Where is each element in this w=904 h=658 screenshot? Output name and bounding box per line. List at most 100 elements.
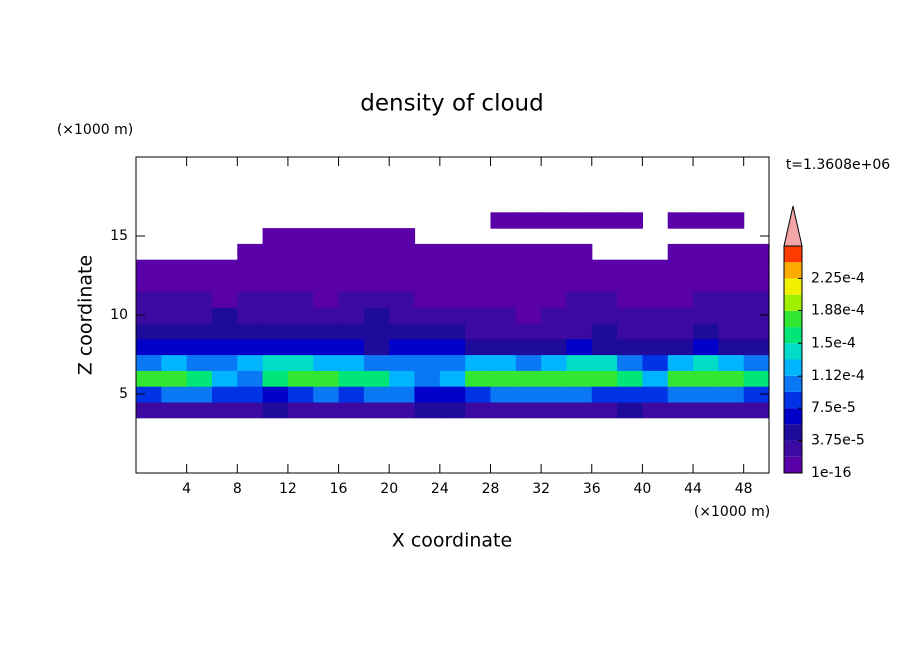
contour-cell (262, 291, 289, 308)
contour-cell (211, 354, 238, 371)
contour-cell (389, 386, 416, 403)
contour-cell (718, 291, 745, 308)
contour-cell (642, 386, 669, 403)
contour-cell (743, 401, 770, 419)
contour-cell (237, 386, 264, 403)
contour-cell (667, 401, 694, 419)
contour-cell (136, 370, 162, 387)
contour-cell (389, 338, 416, 356)
contour-cell (591, 291, 618, 308)
contour-cell (338, 338, 365, 356)
contour-cell (414, 386, 441, 403)
contour-cell (389, 275, 416, 292)
y-tick-label: 10 (110, 307, 128, 323)
contour-cell (617, 370, 643, 387)
contour-cell (617, 386, 643, 403)
contour-cell (617, 322, 643, 340)
contour-cell (262, 338, 289, 356)
contour-cell (693, 275, 719, 292)
contour-cell (617, 307, 643, 324)
contour-cell (211, 291, 238, 308)
contour-cell (591, 338, 618, 356)
contour-cell (465, 291, 492, 308)
contour-cell (667, 370, 694, 387)
contour-cell (667, 243, 694, 261)
time-annotation: t=1.3608e+06 (786, 157, 890, 173)
contour-cell (693, 401, 719, 419)
contour-cell (262, 386, 289, 403)
contour-cell (743, 243, 770, 261)
contour-cell (363, 259, 390, 277)
contour-cell (136, 291, 162, 308)
contour-cell (541, 338, 568, 356)
contour-cell (465, 386, 492, 403)
contour-cell (693, 259, 719, 277)
contour-cell (262, 322, 289, 340)
contour-cell (389, 322, 416, 340)
contour-cell (389, 243, 416, 261)
contour-cell (338, 259, 365, 277)
contour-cell (541, 259, 568, 277)
contour-cell (617, 401, 643, 419)
contour-cell (313, 259, 340, 277)
contour-cell (186, 291, 213, 308)
colorbar-band (784, 391, 802, 409)
contour-cell (287, 275, 314, 292)
contour-cell (439, 307, 466, 324)
contour-cell (642, 401, 669, 419)
contour-cell (566, 386, 593, 403)
colorbar-band (784, 375, 802, 392)
contour-cell (136, 322, 162, 340)
colorbar-band (784, 246, 802, 263)
contour-cell (161, 401, 188, 419)
contour-cell (136, 259, 162, 277)
contour-cell (693, 354, 719, 371)
contour-cell (490, 243, 517, 261)
contour-cell (313, 401, 340, 419)
contour-cell (718, 386, 745, 403)
contour-cell (338, 307, 365, 324)
contour-cell (262, 275, 289, 292)
y-tick-label: 15 (110, 228, 128, 244)
contour-cell (566, 259, 593, 277)
colorbar-band (784, 294, 802, 311)
contour-cell (541, 275, 568, 292)
contour-cell (515, 291, 542, 308)
contour-cell (465, 259, 492, 277)
contour-cell (287, 338, 314, 356)
contour-cell (541, 386, 568, 403)
contour-cell (667, 275, 694, 292)
contour-cell (262, 243, 289, 261)
contour-cell (439, 243, 466, 261)
contour-cell (515, 401, 542, 419)
colorbar-frame (783, 245, 803, 474)
contour-cell (287, 243, 314, 261)
contour-cell (667, 338, 694, 356)
contour-cell (186, 338, 213, 356)
contour-cell (743, 307, 770, 324)
contour-cell (617, 338, 643, 356)
contour-cell (414, 370, 441, 387)
contour-cell (541, 291, 568, 308)
contour-cell (515, 307, 542, 324)
contour-cell (338, 228, 365, 245)
contour-cell (490, 338, 517, 356)
contour-cell (363, 307, 390, 324)
contour-cell (743, 354, 770, 371)
y-axis-label: Z coordinate (75, 255, 97, 375)
contour-cell (693, 370, 719, 387)
contour-cell (642, 307, 669, 324)
contour-cell (642, 291, 669, 308)
contour-cell (136, 338, 162, 356)
y-tick-label: 5 (119, 386, 128, 402)
contour-cell (161, 307, 188, 324)
contour-cell (211, 322, 238, 340)
contour-cell (465, 354, 492, 371)
contour-cell (389, 228, 416, 245)
contour-cell (490, 307, 517, 324)
contour-cell (591, 354, 618, 371)
contour-cell (262, 370, 289, 387)
contour-cell (237, 307, 264, 324)
contour-cell (363, 338, 390, 356)
contour-cell (313, 354, 340, 371)
